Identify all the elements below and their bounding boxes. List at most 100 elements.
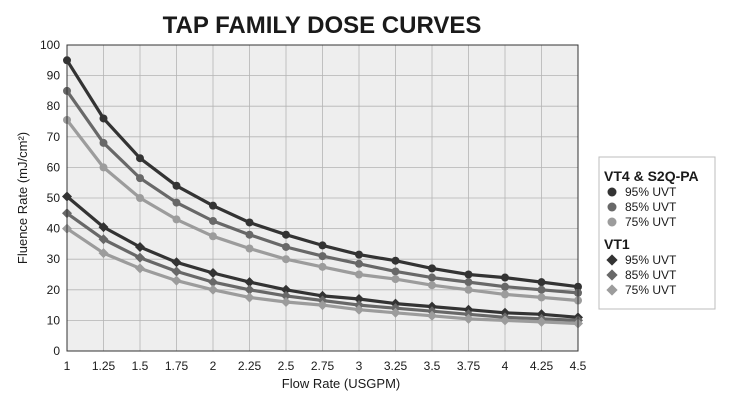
data-point-circle [391, 275, 400, 284]
data-point-diamond [171, 275, 182, 286]
x-tick-label: 3.5 [424, 359, 441, 373]
series-line [63, 56, 582, 291]
series-line [62, 223, 583, 329]
data-point-diamond [135, 252, 145, 263]
legend-box [598, 156, 716, 310]
x-tick-label: 2.75 [311, 359, 335, 373]
data-point-circle [537, 278, 546, 287]
data-point-circle [209, 216, 217, 225]
data-point-diamond [500, 315, 510, 326]
x-tick-label: 4 [502, 359, 509, 373]
data-point-diamond [98, 234, 109, 245]
y-tick-label: 40 [47, 222, 61, 236]
x-tick-label: 3 [356, 359, 363, 373]
data-point-circle [537, 293, 546, 302]
data-point-circle [136, 194, 144, 202]
chart-title: TAP FAMILY DOSE CURVES [163, 12, 482, 39]
data-point-circle [464, 285, 473, 294]
data-point-circle [464, 270, 473, 279]
y-tick-label: 90 [47, 69, 61, 83]
x-tick-label: 2.5 [278, 359, 295, 373]
data-point-diamond [135, 263, 145, 274]
legend-group-title: VT1 [604, 236, 630, 252]
y-tick-label: 70 [47, 130, 61, 144]
data-point-circle [501, 290, 509, 299]
data-point-circle [391, 256, 400, 265]
data-point-diamond [171, 257, 182, 268]
data-point-circle [355, 250, 363, 259]
y-tick-label: 80 [47, 99, 61, 113]
data-point-diamond [463, 313, 474, 324]
y-axis-ticks: 0 10 20 30 40 50 60 70 80 90 100 [40, 38, 60, 358]
data-point-circle [136, 174, 144, 183]
data-point-circle [501, 273, 509, 282]
y-tick-label: 100 [40, 38, 60, 52]
data-point-circle [172, 215, 181, 224]
data-point-diamond [244, 292, 255, 303]
legend-group-title: VT4 & S2Q-PA [604, 168, 699, 184]
data-point-circle [464, 278, 473, 287]
data-point-circle [607, 187, 617, 197]
data-point-circle [245, 218, 254, 227]
legend-item-label: 85% UVT [625, 200, 677, 214]
data-point-circle [355, 270, 363, 279]
data-point-diamond [208, 284, 218, 295]
data-point-circle [282, 242, 290, 251]
y-axis-label: Fluence Rate (mJ/cm²) [15, 132, 30, 264]
y-tick-label: 10 [47, 313, 61, 327]
data-point-circle [318, 241, 327, 250]
data-point-diamond [317, 300, 328, 311]
legend-item-label: 75% UVT [625, 215, 677, 229]
data-point-circle [245, 244, 254, 253]
x-tick-label: 2.25 [238, 359, 262, 373]
y-tick-label: 60 [47, 160, 61, 174]
data-point-diamond [98, 222, 109, 233]
y-tick-label: 0 [53, 344, 60, 358]
y-tick-label: 20 [47, 283, 61, 297]
data-point-circle [99, 163, 108, 172]
data-point-circle [172, 198, 181, 207]
data-point-circle [607, 217, 617, 227]
x-tick-label: 1.5 [132, 359, 149, 373]
data-point-diamond [208, 277, 218, 288]
data-point-diamond [281, 290, 291, 301]
data-point-diamond [354, 293, 364, 304]
x-tick-label: 1.25 [92, 359, 116, 373]
x-tick-label: 2 [210, 359, 217, 373]
x-axis-ticks: 1 1.25 1.5 1.75 2 2.25 2.5 2.75 3 3.25 3.5 3.75 4 4.2… [64, 359, 587, 373]
data-point-circle [428, 273, 436, 282]
x-axis-label: Flow Rate (USGPM) [282, 376, 400, 391]
data-point-diamond [171, 266, 182, 277]
data-point-circle [99, 138, 108, 147]
data-point-circle [245, 230, 254, 239]
data-point-circle [428, 264, 436, 273]
data-point-diamond [427, 310, 437, 321]
data-point-circle [318, 262, 327, 271]
series-line [63, 86, 582, 297]
data-point-diamond [244, 277, 255, 288]
x-tick-label: 1 [64, 359, 71, 373]
y-tick-label: 50 [47, 191, 61, 205]
data-point-diamond [606, 254, 618, 266]
data-point-circle [209, 201, 217, 210]
data-point-circle [355, 259, 363, 268]
legend-item-label: 95% UVT [625, 185, 677, 199]
data-point-circle [136, 154, 144, 163]
data-point-diamond [281, 297, 291, 308]
legend-item-label: 95% UVT [625, 253, 677, 267]
data-point-diamond [536, 316, 547, 327]
data-point-diamond [390, 307, 401, 318]
data-point-diamond [98, 248, 109, 259]
x-tick-label: 4.25 [530, 359, 554, 373]
data-point-circle [537, 285, 546, 294]
plot-frame [66, 44, 579, 352]
series-layer [62, 56, 583, 329]
x-tick-label: 4.5 [570, 359, 587, 373]
data-point-diamond [606, 269, 618, 281]
data-point-circle [209, 232, 217, 241]
data-point-diamond [354, 304, 364, 315]
data-point-circle [172, 181, 181, 190]
series-line [63, 115, 582, 305]
